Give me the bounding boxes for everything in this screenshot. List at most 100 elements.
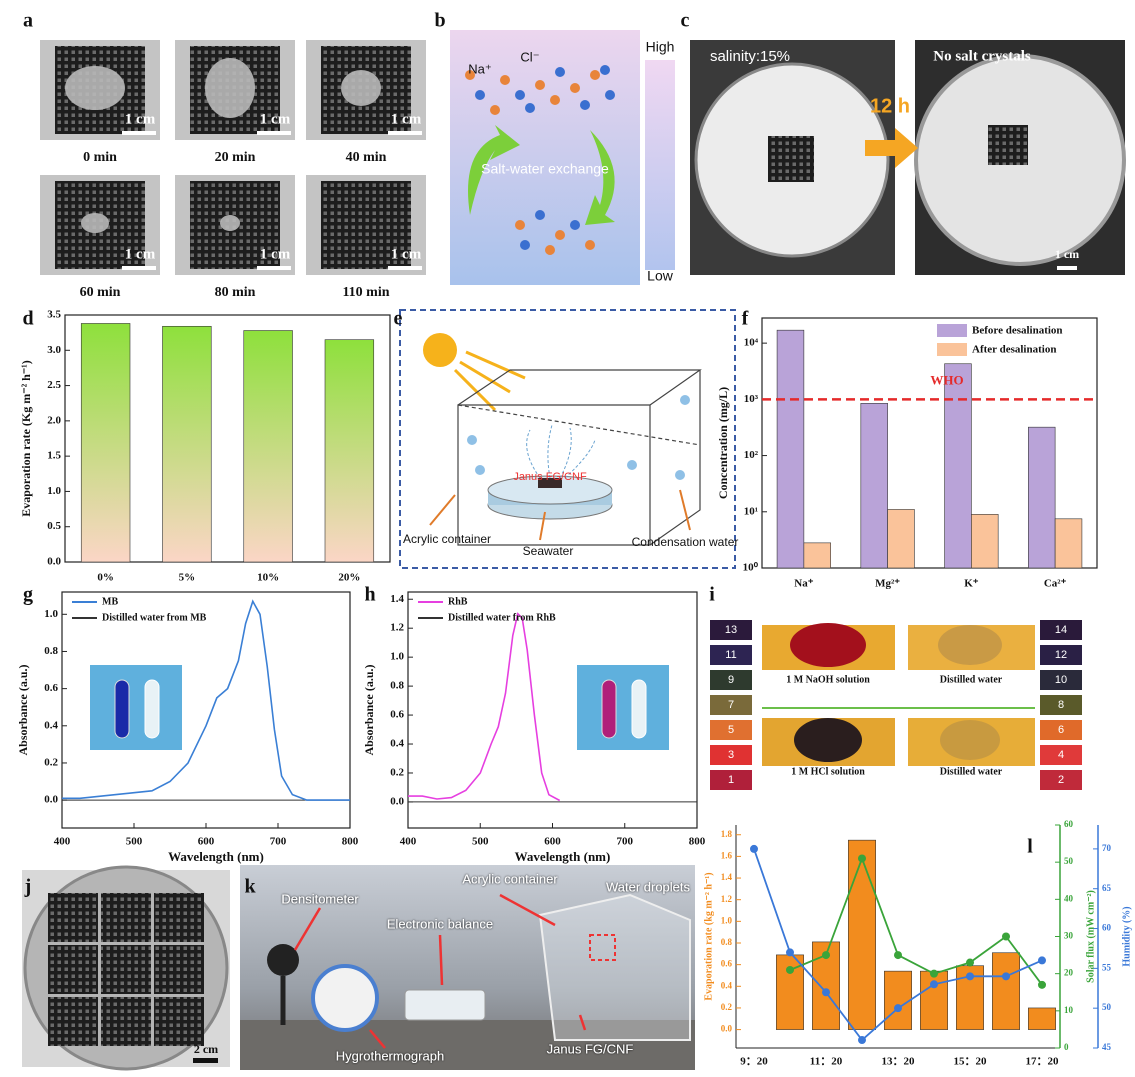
photo-salt: [65, 66, 125, 110]
photo-sample: [154, 945, 204, 994]
container: [457, 369, 702, 546]
caption: 20 min: [215, 150, 256, 165]
y-axis-label: Absorbance (a.u.): [16, 664, 30, 755]
pointer: [293, 893, 587, 1049]
x-tick-label: 17：20: [1026, 1056, 1059, 1068]
y-tick-label: 10⁴: [744, 337, 759, 349]
scale-label: 1 cm: [260, 246, 291, 262]
ion: [515, 220, 525, 230]
ph-strip: [1040, 670, 1082, 690]
y-tick-label: 1.0: [390, 651, 404, 663]
series-line: [62, 599, 350, 801]
ph-number: 5: [728, 724, 734, 736]
y-tick-label: 0.0: [721, 1024, 733, 1034]
scale-label: 1 cm: [125, 111, 156, 127]
photo-sample: [48, 997, 98, 1046]
ph-number: 2: [1058, 774, 1064, 786]
y-tick-label: 55: [1102, 962, 1112, 972]
ion: [605, 90, 615, 100]
bar: [920, 970, 948, 1030]
legend-label: Distilled water from MB: [102, 612, 207, 623]
y-tick-label: 0.2: [44, 756, 58, 768]
ph-strip: [710, 620, 752, 640]
y-tick-label: 1.2: [721, 894, 733, 904]
ph-number: 8: [1058, 699, 1064, 711]
y-tick-label: 1.0: [44, 608, 58, 620]
photo-sample: [988, 125, 1028, 165]
bar: [884, 970, 912, 1030]
label: salinity:15%: [710, 48, 790, 65]
point: [858, 1036, 866, 1045]
x-tick-label: 5%: [179, 572, 196, 584]
pointer: [429, 489, 691, 541]
x-tick-label: 600: [544, 836, 561, 848]
panel-label: h: [364, 584, 375, 606]
y-tick-label: 45: [1102, 1042, 1112, 1052]
panel-label: i: [709, 584, 715, 606]
y-tick-label: 0.8: [44, 645, 58, 657]
photo-sample: [768, 136, 814, 182]
ph-strip: [710, 695, 752, 715]
x-tick-label: 20%: [338, 572, 360, 584]
y-tick-label: 1.6: [721, 850, 733, 860]
x-tick-label: 500: [472, 836, 489, 848]
y-tick-label: 0.6: [390, 709, 404, 721]
y-tick-label: 65: [1102, 883, 1112, 893]
y-tick-label: 0.2: [721, 1002, 733, 1012]
panel-label: g: [23, 584, 33, 606]
bar: [803, 542, 831, 569]
legend-label: RhB: [448, 596, 468, 607]
ion: [590, 70, 600, 80]
y-axis-label: Evaporation rate (Kg m⁻² h⁻¹): [19, 360, 33, 517]
x-tick-label: 500: [126, 836, 143, 848]
scale-label: 2 cm: [194, 1042, 218, 1056]
x-tick-label: 400: [400, 836, 417, 848]
label: Densitometer: [281, 891, 359, 906]
panel-label: k: [244, 876, 256, 898]
ph-number: 4: [1058, 749, 1064, 761]
caption: 110 min: [342, 285, 389, 300]
ion: [475, 90, 485, 100]
panel-label: e: [394, 308, 403, 330]
caption: Distilled water: [940, 674, 1003, 685]
scale-label: 1 cm: [260, 111, 291, 127]
highlight: [589, 934, 616, 961]
ph-number: 6: [1058, 724, 1064, 736]
legend-label: After desalination: [972, 344, 1056, 356]
point: [894, 951, 902, 960]
point: [930, 980, 938, 989]
label: Janus FG/CNF: [513, 471, 587, 483]
photo-drop: [940, 720, 1000, 760]
label: Acrylic container: [403, 532, 491, 546]
y-tick-label: 10: [1064, 1005, 1074, 1015]
ph-strip: [1040, 745, 1082, 765]
y-tick-label: 60: [1064, 819, 1074, 829]
point: [750, 844, 758, 853]
x-tick-label: 0%: [97, 572, 114, 584]
ion: [555, 67, 565, 77]
ion: [580, 100, 590, 110]
ion: [500, 75, 510, 85]
plot-frame: [64, 314, 391, 563]
y-tick-label: 0.8: [721, 937, 733, 947]
point: [1038, 980, 1046, 989]
janus-sample: [538, 478, 562, 488]
y-axis-label: Concentration (mg/L): [716, 387, 730, 499]
bar: [80, 323, 131, 563]
x-tick-label: 10%: [257, 572, 279, 584]
reference-label: WHO: [930, 372, 963, 387]
caption: 80 min: [215, 285, 256, 300]
scale-label: Low: [647, 268, 674, 284]
bar: [887, 509, 915, 569]
y-tick-label: 1.4: [390, 593, 404, 605]
photo-sample: [101, 997, 151, 1046]
inset-photo: [90, 665, 182, 750]
ph-strip: [1040, 620, 1082, 640]
y-tick-label: 40: [1064, 893, 1074, 903]
ph-strip: [710, 770, 752, 790]
photo-salt: [81, 213, 109, 233]
caption: 40 min: [346, 150, 387, 165]
ph-number: 1: [728, 774, 734, 786]
point: [930, 969, 938, 978]
ph-number: 13: [725, 624, 737, 636]
